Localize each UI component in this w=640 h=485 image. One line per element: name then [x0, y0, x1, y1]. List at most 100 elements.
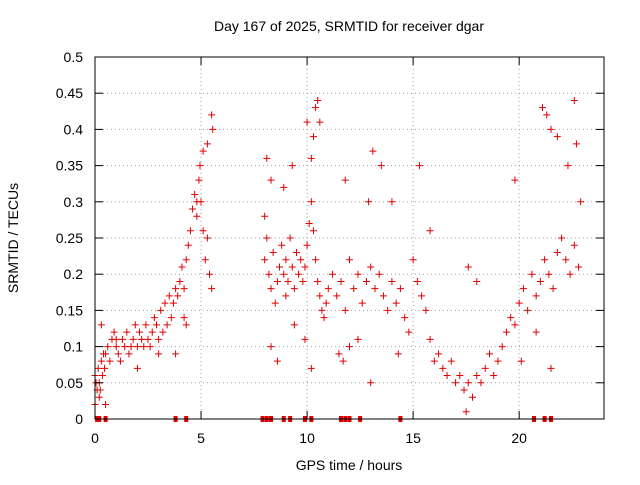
data-point: [157, 306, 165, 314]
data-point: [123, 328, 131, 336]
data-point: [140, 343, 148, 351]
data-point: [405, 328, 413, 336]
data-point: [278, 241, 286, 249]
data-point: [350, 285, 358, 293]
data-point: [464, 263, 472, 271]
data-point: [394, 350, 402, 358]
x-tick-label: 15: [405, 430, 421, 446]
data-point: [196, 162, 204, 170]
data-point: [189, 205, 197, 213]
data-point: [193, 212, 201, 220]
data-point: [133, 343, 141, 351]
data-point: [121, 343, 129, 351]
data-point: [273, 357, 281, 365]
data-point: [161, 299, 169, 307]
data-point: [384, 306, 392, 314]
data-point: [178, 263, 186, 271]
tick-labels: 0 0.05 0.1 0.15 0.2 0.25 0.3 0.35 0.4 0.45 0.5 0 5 10…: [56, 49, 527, 446]
data-point: [180, 285, 188, 293]
data-point: [511, 321, 519, 329]
data-point: [165, 292, 173, 300]
data-point: [369, 147, 377, 155]
data-point: [267, 285, 275, 293]
data-point: [426, 335, 434, 343]
data-point: [261, 256, 269, 264]
data-point: [415, 162, 423, 170]
data-point: [206, 270, 214, 278]
data-point: [333, 292, 341, 300]
data-point: [303, 118, 311, 126]
data-point: [498, 343, 506, 351]
data-point: [469, 393, 477, 401]
y-tick-label: 0.15: [56, 302, 83, 318]
data-point: [282, 256, 290, 264]
y-tick-label: 0.3: [64, 194, 84, 210]
data-point: [106, 357, 114, 365]
x-tick-label: 5: [197, 430, 205, 446]
data-point: [153, 321, 161, 329]
data-point: [261, 212, 269, 220]
x-tick-label: 0: [91, 430, 99, 446]
data-point: [367, 263, 375, 271]
data-point: [541, 256, 549, 264]
data-point: [284, 277, 292, 285]
data-point: [263, 234, 271, 242]
y-tick-label: 0.25: [56, 230, 83, 246]
data-point: [401, 314, 409, 322]
data-point: [97, 357, 105, 365]
data-point: [193, 198, 201, 206]
data-point: [191, 191, 199, 199]
data-point: [536, 277, 544, 285]
data-point: [307, 364, 315, 372]
data-point: [566, 270, 574, 278]
data-point: [502, 328, 510, 336]
data-point: [538, 104, 546, 112]
data-point: [263, 154, 271, 162]
x-tick-label: 10: [299, 430, 315, 446]
data-point: [208, 111, 216, 119]
data-point: [286, 234, 294, 242]
data-point: [460, 386, 468, 394]
data-point: [511, 176, 519, 184]
data-point: [396, 285, 404, 293]
data-point: [280, 270, 288, 278]
data-point: [159, 328, 167, 336]
x-axis-label: GPS time / hours: [296, 457, 403, 473]
data-point: [388, 198, 396, 206]
data-point: [553, 248, 561, 256]
data-point: [127, 343, 135, 351]
data-point: [549, 285, 557, 293]
data-point: [155, 350, 163, 358]
data-point: [199, 227, 207, 235]
data-point: [282, 292, 290, 300]
data-point: [288, 263, 296, 271]
data-point: [96, 386, 104, 394]
data-point: [456, 372, 464, 380]
data-point: [97, 321, 105, 329]
data-point: [303, 241, 311, 249]
data-point: [543, 111, 551, 119]
data-point: [110, 328, 118, 336]
y-tick-label: 0.35: [56, 158, 83, 174]
data-point: [301, 263, 309, 271]
data-point: [377, 162, 385, 170]
data-point: [273, 277, 281, 285]
data-point: [473, 277, 481, 285]
data-point: [163, 321, 171, 329]
data-point: [443, 372, 451, 380]
data-point: [267, 176, 275, 184]
data-point: [180, 314, 188, 322]
data-point: [337, 277, 345, 285]
data-point: [430, 357, 438, 365]
data-point: [307, 198, 315, 206]
data-point: [371, 285, 379, 293]
data-point: [209, 125, 217, 133]
y-axis-label: SRMTID / TECUs: [5, 183, 21, 293]
y-tick-label: 0.45: [56, 85, 83, 101]
data-point: [473, 372, 481, 380]
data-point: [95, 393, 103, 401]
data-point: [146, 343, 154, 351]
data-point: [409, 256, 417, 264]
data-point: [208, 285, 216, 293]
